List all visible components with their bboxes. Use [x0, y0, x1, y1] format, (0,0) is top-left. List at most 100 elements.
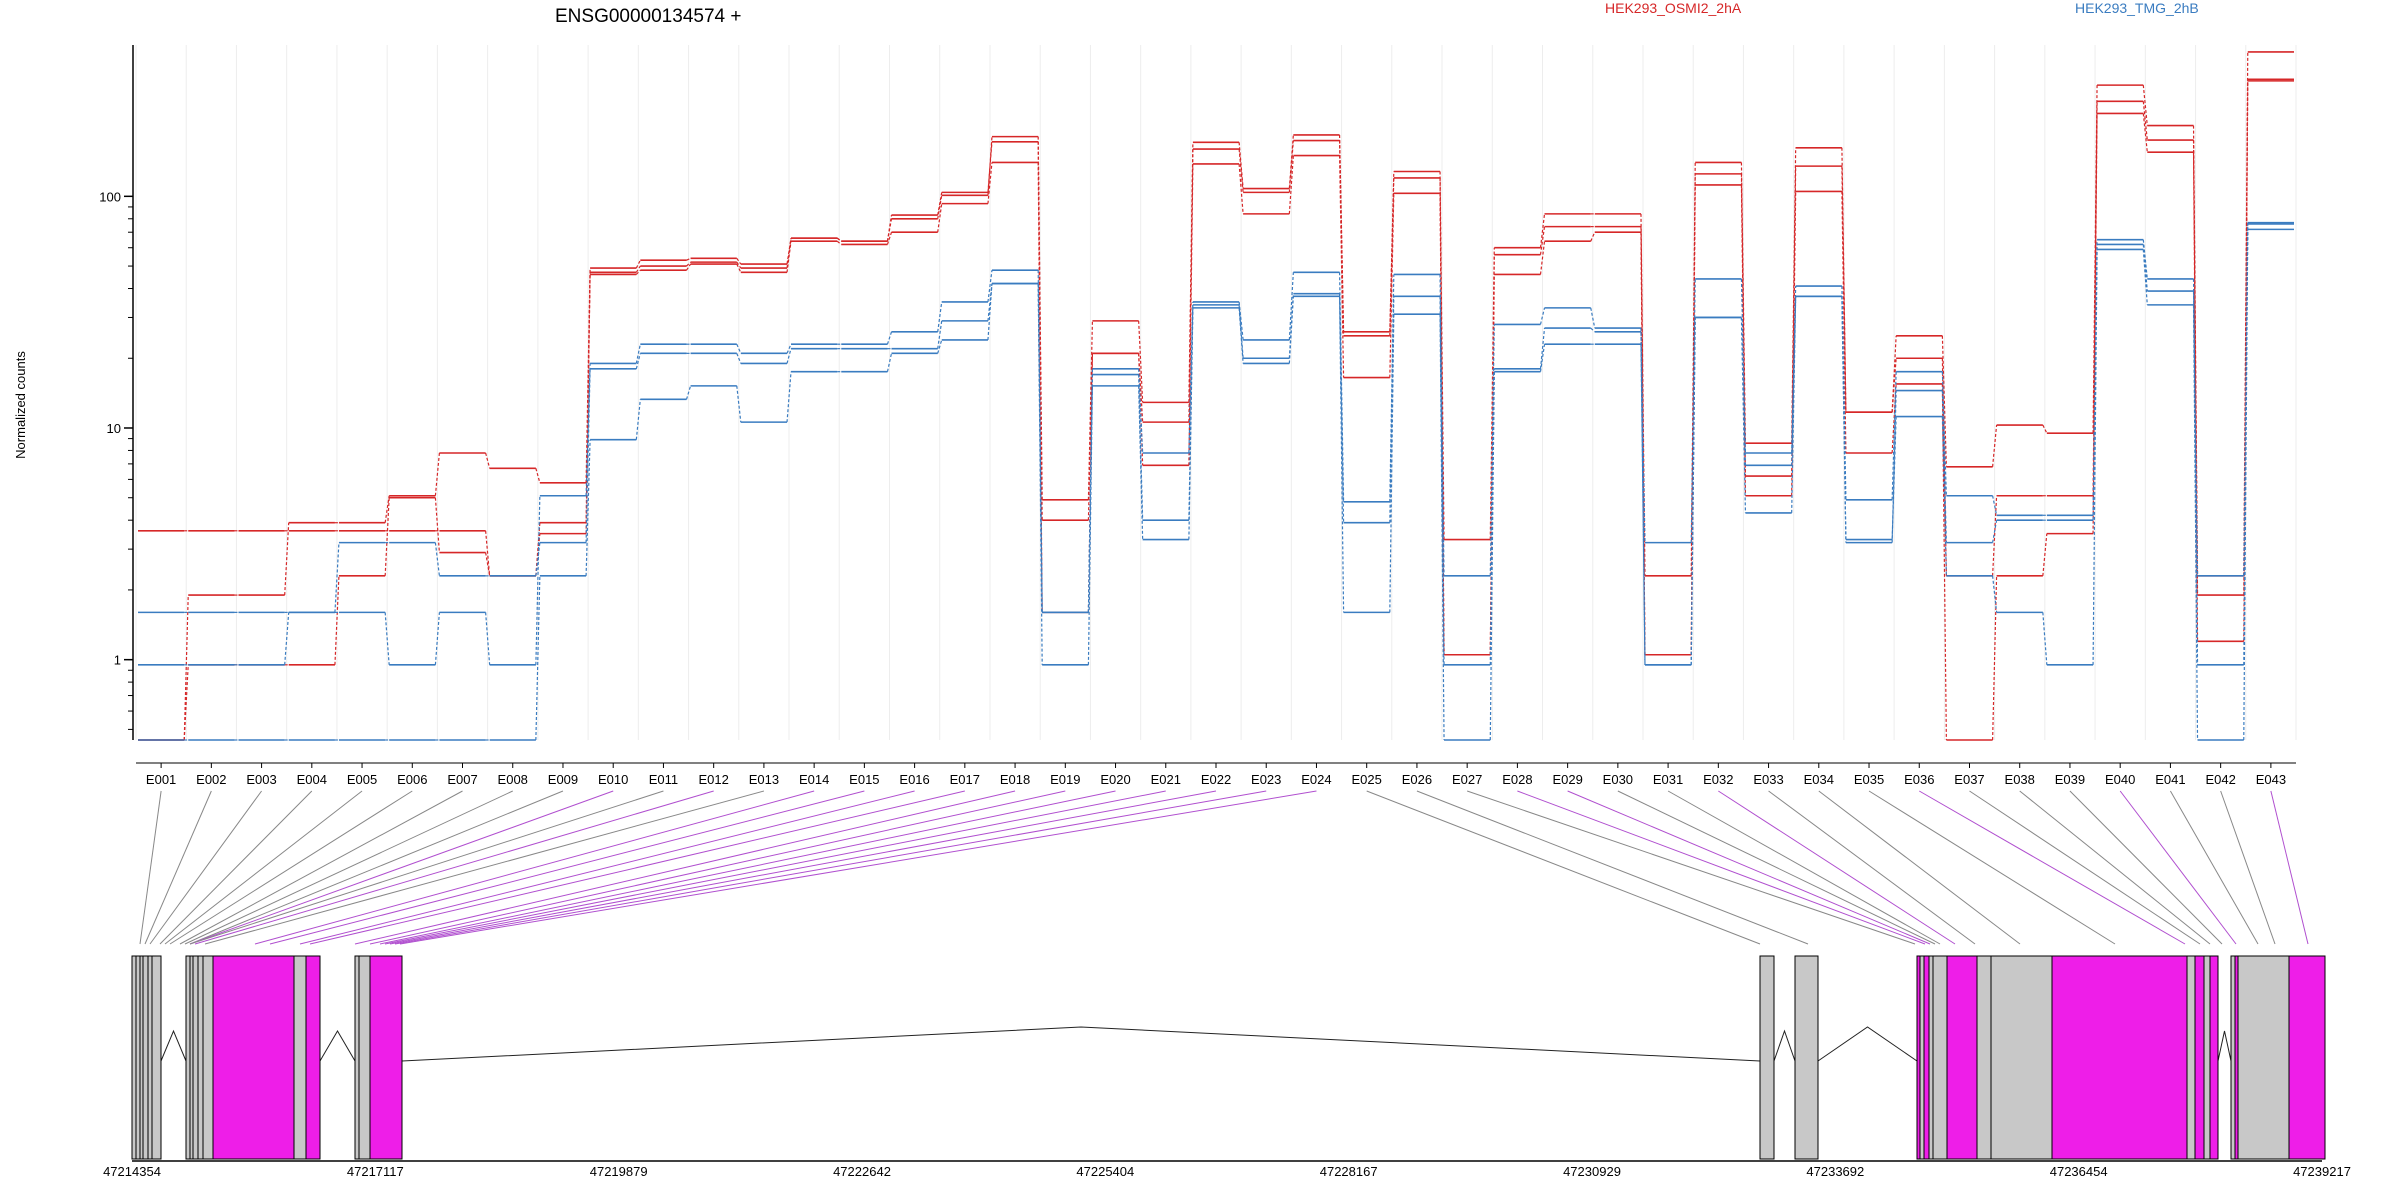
exon-connector [1517, 790, 1926, 945]
exon-connector [254, 790, 815, 945]
data-connector [1439, 193, 1445, 655]
genomic-coordinate-axis: 47214354 47217117 47219879 47222642 47225404… [103, 1160, 2351, 1179]
exon-box [2194, 955, 2205, 1160]
exon-connector [2169, 790, 2259, 945]
data-connector [736, 257, 742, 265]
data-connector [736, 343, 742, 354]
exon-connector [179, 790, 463, 945]
exon-connector [269, 790, 865, 945]
exon-label: E012 [698, 772, 728, 787]
data-connector [1238, 304, 1244, 359]
data-connector [886, 353, 893, 372]
data-connector [1590, 307, 1596, 329]
exon-connector [169, 790, 413, 945]
data-connector [2092, 244, 2098, 521]
data-connector [1941, 335, 1947, 467]
data-connector [434, 497, 440, 553]
intron-line [319, 1030, 356, 1062]
exon-box [147, 955, 153, 1160]
data-connector [1489, 247, 1495, 540]
exon-label: E019 [1050, 772, 1080, 787]
data-connector [1439, 314, 1445, 741]
data-connector [535, 468, 541, 483]
y-tick-label: 1 [114, 653, 121, 668]
data-connector [1941, 383, 1947, 741]
exon-box [192, 955, 199, 1160]
coordinate-label: 47225404 [1076, 1164, 1134, 1179]
data-connector [2243, 80, 2249, 642]
data-connector [987, 162, 993, 204]
data-connector [535, 495, 541, 665]
exon-connector [204, 790, 765, 945]
exon-connector-lines [139, 790, 2309, 945]
exon-connector [2119, 790, 2237, 945]
data-connector [1338, 155, 1345, 378]
data-connector [334, 542, 340, 613]
data-connector [1489, 324, 1495, 576]
data-connector [1138, 385, 1144, 540]
exon-label: E033 [1753, 772, 1783, 787]
data-connector [886, 331, 893, 345]
data-connector [2243, 229, 2249, 741]
exon-label: E025 [1352, 772, 1382, 787]
exon-connector [384, 790, 1166, 945]
exon-label: E027 [1452, 772, 1482, 787]
data-connector [786, 343, 792, 354]
data-connector [635, 353, 641, 370]
exon-connector [394, 790, 1267, 945]
data-connector [535, 575, 541, 741]
chart-title: ENSG00000134574 + [555, 6, 741, 27]
intron-line [1773, 1029, 1796, 1062]
exon-box [131, 955, 137, 1160]
exon-label: E015 [849, 772, 879, 787]
data-connector [686, 263, 692, 271]
data-connector [1037, 141, 1043, 521]
exon-connector [1969, 790, 2201, 945]
exon-label: E017 [950, 772, 980, 787]
exon-box [1932, 955, 1948, 1160]
exon-label: E006 [397, 772, 427, 787]
exon-box [2203, 955, 2211, 1160]
exon-label: E011 [649, 772, 678, 787]
data-connector [786, 371, 792, 423]
data-connector [434, 612, 440, 665]
exon-connector [1617, 790, 1936, 945]
data-connector [886, 214, 893, 242]
y-axis-label: Normalized counts [13, 351, 28, 459]
data-connector [1941, 416, 1947, 576]
data-connector [987, 270, 993, 303]
exon-box [1919, 955, 1925, 1160]
exon-connector [149, 790, 262, 945]
data-connector [686, 257, 691, 261]
data-connector [2092, 249, 2098, 665]
exon-connector [309, 790, 965, 945]
data-connector [1138, 368, 1144, 454]
exon-connector [2220, 790, 2276, 945]
data-connector [1288, 296, 1294, 364]
exon-label: E001 [146, 772, 176, 787]
exon-label: E043 [2256, 772, 2286, 787]
data-connector [635, 399, 641, 440]
data-connector [1992, 424, 1998, 467]
data-connector [585, 274, 591, 523]
exon-label: E018 [1000, 772, 1030, 787]
data-connector [635, 259, 641, 269]
data-connector [937, 195, 943, 219]
data-connector [384, 497, 390, 576]
y-axis: 1 10 100 [99, 45, 134, 740]
exon-label: E022 [1201, 772, 1231, 787]
gene-model-track [131, 955, 2326, 1160]
exon-label: E024 [1301, 772, 1331, 787]
data-connector [1389, 274, 1395, 502]
data-connector [1841, 296, 1847, 540]
exon-box [2186, 955, 2196, 1160]
series-lines [138, 51, 2294, 741]
series-line [138, 228, 2294, 741]
exon-connector [1366, 790, 1761, 945]
exon-label: E023 [1251, 772, 1281, 787]
exon-label: E039 [2055, 772, 2085, 787]
exon-connector [189, 790, 614, 945]
data-connector [434, 452, 440, 496]
exon-box [369, 955, 403, 1160]
data-connector [1439, 171, 1445, 540]
